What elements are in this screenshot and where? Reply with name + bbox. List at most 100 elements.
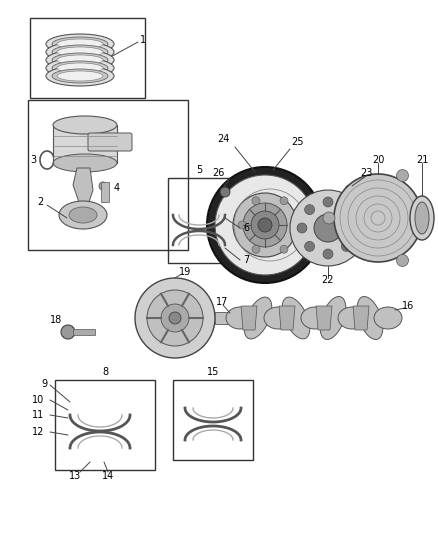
- Text: 15: 15: [207, 367, 219, 377]
- Polygon shape: [73, 168, 93, 205]
- Text: 7: 7: [243, 255, 249, 265]
- Ellipse shape: [52, 61, 108, 75]
- Ellipse shape: [52, 53, 108, 67]
- Circle shape: [251, 211, 279, 239]
- Ellipse shape: [226, 307, 254, 329]
- Ellipse shape: [46, 34, 114, 54]
- Text: 11: 11: [32, 410, 44, 420]
- Text: 26: 26: [212, 168, 224, 178]
- Circle shape: [215, 175, 315, 275]
- Circle shape: [238, 221, 246, 229]
- Ellipse shape: [338, 307, 366, 329]
- Ellipse shape: [52, 45, 108, 59]
- Bar: [215, 312, 245, 324]
- Text: 12: 12: [32, 427, 44, 437]
- Circle shape: [220, 187, 230, 197]
- Circle shape: [314, 214, 342, 242]
- Ellipse shape: [57, 71, 103, 81]
- Circle shape: [349, 223, 359, 233]
- Text: 3: 3: [30, 155, 36, 165]
- Circle shape: [353, 183, 359, 189]
- Text: 5: 5: [196, 165, 202, 175]
- Bar: [101, 182, 109, 202]
- Bar: [28, 100, 188, 250]
- Ellipse shape: [301, 307, 329, 329]
- Text: 14: 14: [102, 471, 114, 481]
- Circle shape: [169, 312, 181, 324]
- Ellipse shape: [57, 39, 103, 49]
- Circle shape: [341, 205, 351, 215]
- Circle shape: [334, 174, 422, 262]
- Circle shape: [280, 197, 288, 205]
- Circle shape: [297, 223, 307, 233]
- Ellipse shape: [53, 154, 117, 172]
- Circle shape: [396, 169, 409, 182]
- Ellipse shape: [320, 296, 346, 340]
- Ellipse shape: [46, 50, 114, 70]
- Text: 22: 22: [322, 275, 334, 285]
- Text: 8: 8: [102, 367, 108, 377]
- Ellipse shape: [282, 297, 310, 339]
- Text: 25: 25: [291, 137, 303, 147]
- FancyBboxPatch shape: [88, 133, 132, 151]
- Text: 18: 18: [50, 315, 62, 325]
- Bar: [168, 178, 230, 263]
- Text: 17: 17: [216, 297, 228, 307]
- Circle shape: [323, 197, 333, 207]
- Circle shape: [258, 218, 272, 232]
- Circle shape: [207, 167, 323, 283]
- Bar: [173, 380, 253, 460]
- Text: 9: 9: [41, 379, 47, 389]
- Circle shape: [147, 290, 203, 346]
- Text: 23: 23: [360, 168, 372, 178]
- Ellipse shape: [264, 307, 292, 329]
- Bar: [55, 380, 155, 470]
- Bar: [30, 18, 145, 98]
- Ellipse shape: [374, 307, 402, 329]
- Ellipse shape: [46, 66, 114, 86]
- Ellipse shape: [46, 42, 114, 62]
- Text: 1: 1: [140, 35, 146, 45]
- Ellipse shape: [59, 201, 107, 229]
- Bar: [53, 125, 117, 163]
- Circle shape: [243, 203, 287, 247]
- Circle shape: [252, 245, 260, 253]
- Text: 24: 24: [217, 134, 229, 144]
- Text: 2: 2: [37, 197, 43, 207]
- Bar: [73, 329, 95, 335]
- Circle shape: [252, 197, 260, 205]
- Circle shape: [396, 254, 409, 266]
- Circle shape: [61, 325, 75, 339]
- Circle shape: [323, 249, 333, 259]
- Circle shape: [304, 241, 314, 252]
- Circle shape: [280, 245, 288, 253]
- Text: 10: 10: [32, 395, 44, 405]
- Text: 13: 13: [69, 471, 81, 481]
- Text: 21: 21: [416, 155, 428, 165]
- Circle shape: [304, 205, 314, 215]
- Ellipse shape: [52, 69, 108, 83]
- Ellipse shape: [410, 196, 434, 240]
- Polygon shape: [279, 306, 295, 330]
- Circle shape: [99, 182, 107, 190]
- Ellipse shape: [53, 116, 117, 134]
- Ellipse shape: [244, 297, 272, 339]
- Text: 6: 6: [243, 223, 249, 233]
- Polygon shape: [316, 306, 332, 330]
- Circle shape: [135, 278, 215, 358]
- Circle shape: [290, 190, 366, 266]
- Ellipse shape: [52, 37, 108, 51]
- Text: 16: 16: [402, 301, 414, 311]
- Circle shape: [233, 193, 297, 257]
- Circle shape: [294, 221, 302, 229]
- Text: 19: 19: [179, 267, 191, 277]
- Circle shape: [161, 304, 189, 332]
- Circle shape: [341, 241, 351, 252]
- Polygon shape: [241, 306, 257, 330]
- Ellipse shape: [46, 58, 114, 78]
- Ellipse shape: [415, 202, 429, 234]
- Circle shape: [345, 185, 355, 195]
- Text: 4: 4: [114, 183, 120, 193]
- Ellipse shape: [69, 207, 97, 223]
- Ellipse shape: [57, 55, 103, 65]
